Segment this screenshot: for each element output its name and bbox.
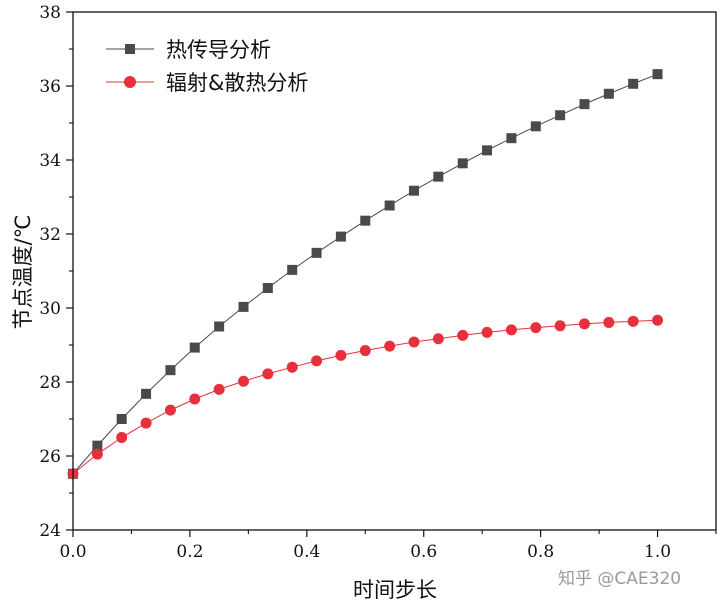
data-point [141, 388, 152, 399]
data-point [603, 316, 615, 328]
series-layer [67, 69, 664, 480]
data-point [432, 333, 444, 345]
x-tick-label: 0.0 [59, 542, 86, 562]
x-tick-label: 0.4 [293, 542, 320, 562]
x-axis-title: 时间步长 [353, 578, 437, 602]
x-tick-label: 0.8 [527, 542, 554, 562]
data-point [652, 69, 663, 80]
y-tick-label: 34 [39, 151, 61, 171]
data-point [530, 121, 541, 132]
data-point [628, 78, 639, 89]
data-point [457, 329, 469, 341]
data-point [627, 315, 639, 327]
data-point [238, 375, 250, 387]
data-point [579, 99, 590, 110]
data-point [555, 110, 566, 121]
data-point [311, 355, 323, 367]
data-point [262, 368, 274, 380]
x-tick-label: 0.6 [410, 542, 437, 562]
data-point [530, 322, 542, 334]
legend-marker-radiation [124, 76, 136, 88]
data-point [506, 133, 517, 144]
x-tick-label: 0.2 [176, 542, 203, 562]
y-tick-label: 32 [39, 225, 61, 245]
series-radiation [67, 314, 664, 480]
y-tick-label: 28 [39, 373, 61, 393]
y-tick-label: 30 [39, 299, 61, 319]
y-tick-label: 38 [39, 3, 61, 23]
data-point [189, 393, 201, 405]
legend: 热传导分析 辐射&散热分析 [106, 38, 308, 95]
data-point [554, 320, 566, 332]
data-point [262, 283, 273, 294]
y-tick-label: 26 [39, 447, 61, 467]
data-point [214, 321, 225, 332]
x-tick-label: 1.0 [644, 542, 671, 562]
data-point [578, 318, 590, 330]
watermark: 知乎 @CAE320 [558, 569, 681, 589]
data-point [213, 383, 225, 395]
data-point [92, 440, 103, 451]
data-point [457, 158, 468, 169]
data-point [481, 326, 493, 338]
data-point [116, 432, 128, 443]
data-point [433, 171, 444, 182]
data-point [116, 414, 127, 424]
data-point [91, 448, 103, 460]
data-point [482, 145, 493, 156]
data-point [140, 417, 152, 429]
data-point [384, 200, 395, 211]
data-point [165, 365, 176, 376]
axes-layer: 0.0 0.2 0.4 0.6 0.8 1.0 24 26 28 30 32 34 36 38 [39, 3, 717, 562]
y-tick-label: 24 [39, 521, 61, 541]
data-point [408, 185, 419, 196]
data-point [335, 349, 347, 361]
data-point [335, 231, 346, 242]
series-line [72, 73, 658, 475]
series-line [72, 319, 658, 475]
data-point [408, 336, 420, 348]
y-axis-title: 节点温度/℃ [11, 215, 35, 330]
data-point [360, 215, 371, 226]
data-point [287, 264, 298, 275]
legend-label-radiation: 辐射&散热分析 [166, 71, 308, 95]
data-point [164, 404, 176, 416]
data-point [238, 301, 249, 312]
y-tick-label: 36 [39, 77, 61, 97]
legend-label-heat-conduction: 热传导分析 [166, 38, 271, 62]
data-point [286, 361, 298, 373]
data-point [652, 314, 664, 326]
data-point [384, 340, 396, 352]
data-point [311, 247, 322, 258]
data-point [189, 342, 200, 353]
legend-marker-heat-conduction [125, 44, 135, 54]
data-point [505, 324, 517, 336]
data-point [603, 88, 614, 99]
data-point [359, 345, 371, 357]
